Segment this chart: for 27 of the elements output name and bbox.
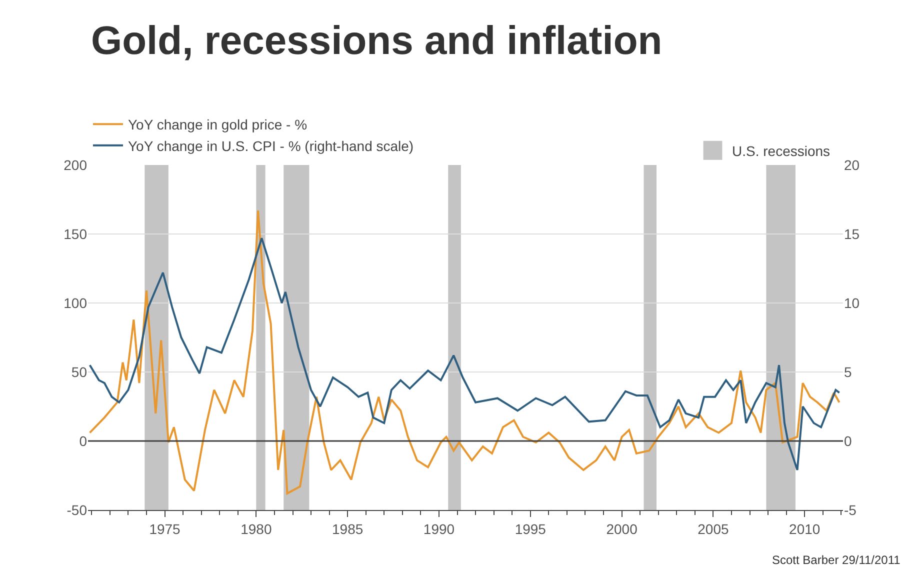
line-series	[88, 237, 840, 471]
y-tick-label: 100	[64, 294, 88, 311]
y2-tick-label: 0	[844, 432, 852, 449]
y-tick-label: 0	[79, 432, 88, 449]
x-tick-label: 1985	[332, 520, 364, 537]
x-tick-label: 1995	[514, 520, 546, 537]
y2-tick-label: 10	[844, 294, 860, 311]
x-tick-label: 2010	[789, 520, 820, 537]
y2-tick-label: 5	[844, 364, 852, 380]
x-tick-label: 1975	[149, 520, 181, 537]
y-tick-label: 200	[64, 156, 88, 173]
line-series	[88, 210, 840, 494]
y2-tick-label: 20	[844, 156, 860, 173]
chart-title: Gold, recessions and inflation	[91, 18, 662, 63]
y2-tick-label: 15	[844, 226, 860, 242]
y-tick-label: 150	[64, 226, 88, 242]
text: Scott Barber 29/11/2011	[772, 553, 901, 567]
y-tick-label: 50	[71, 364, 88, 380]
legend-label: U.S. recessions	[732, 143, 830, 159]
legend-label: YoY change in U.S. CPI - % (right-hand scale)	[128, 138, 414, 154]
y-tick-label: -50	[66, 502, 88, 518]
x-tick-label: 2005	[698, 520, 729, 537]
x-tick-label: 2000	[606, 520, 638, 537]
x-tick-label: 1980	[240, 520, 272, 537]
legend-label: YoY change in gold price - %	[128, 116, 308, 133]
x-tick-label: 1990	[423, 520, 455, 537]
y2-tick-label: -5	[844, 502, 857, 518]
